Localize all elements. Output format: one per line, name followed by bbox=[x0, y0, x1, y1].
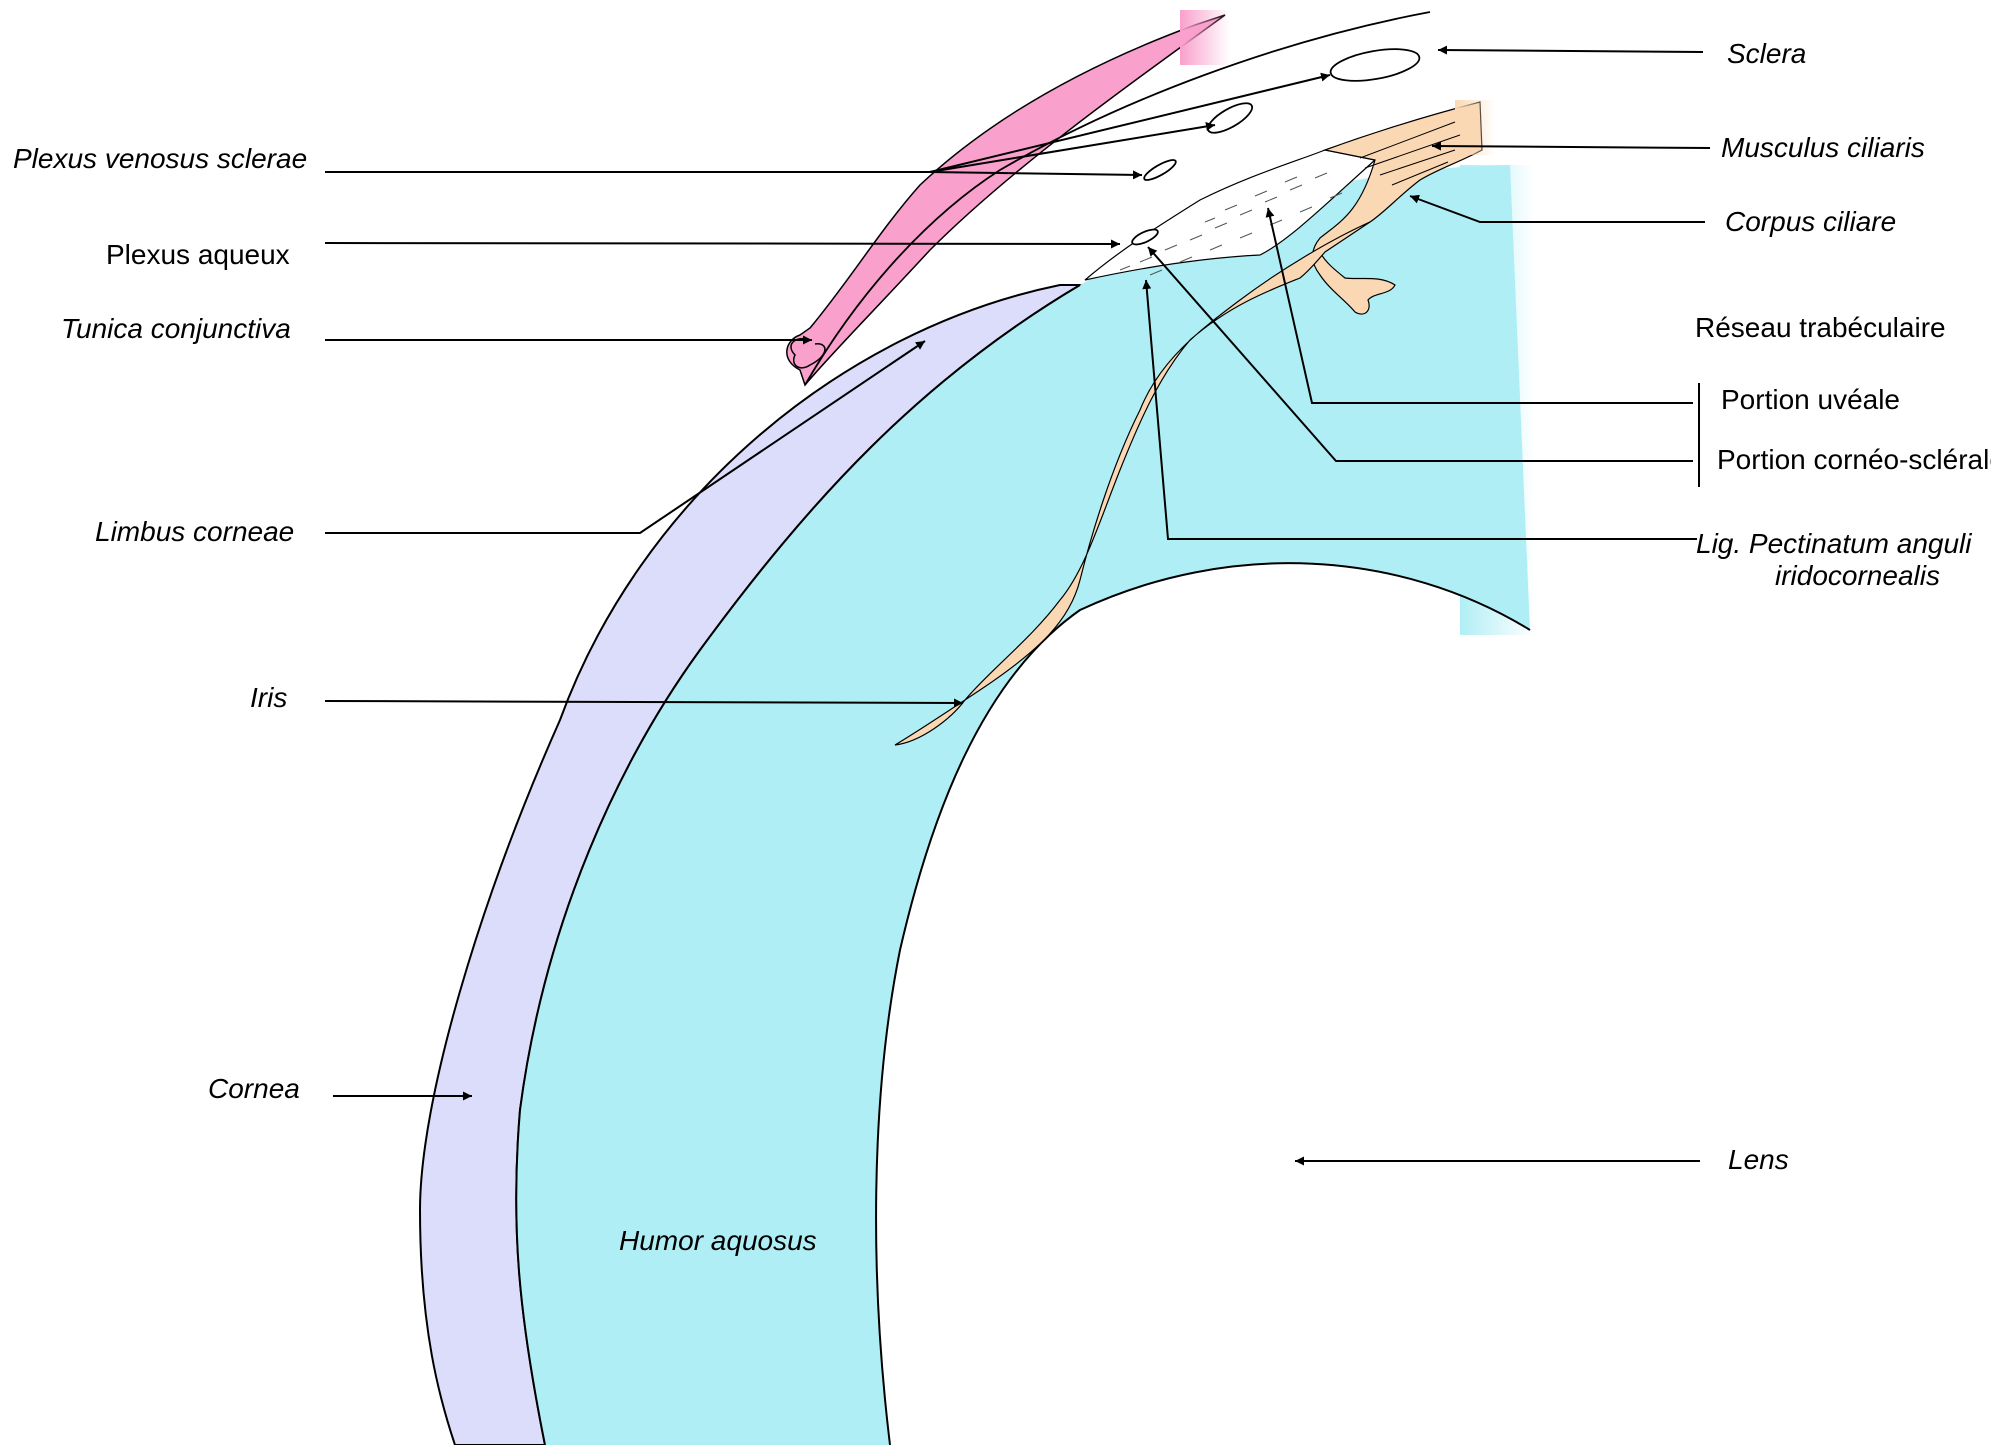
aqueous-humor-shape bbox=[516, 165, 1530, 1445]
label-humor-aquosus: Humor aquosus bbox=[619, 1225, 817, 1256]
label-portion-corneo-sclerale: Portion cornéo-sclérale bbox=[1717, 444, 1991, 475]
label-corpus-ciliare: Corpus ciliare bbox=[1725, 206, 1897, 237]
label-iris: Iris bbox=[250, 682, 288, 713]
label-cornea: Cornea bbox=[208, 1073, 300, 1104]
conjunctiva-loop bbox=[790, 338, 826, 369]
leader-sclera bbox=[1437, 45, 1704, 55]
trabecular-hatching bbox=[1119, 172, 1343, 276]
leader-portion-corneo-sclerale bbox=[1147, 246, 1693, 462]
label-musculus-ciliaris: Musculus ciliaris bbox=[1721, 132, 1925, 163]
label-tunica-conjunctiva: Tunica conjunctiva bbox=[61, 313, 291, 344]
venous-plexus-large bbox=[1329, 48, 1421, 82]
leader-limbus-corneae bbox=[325, 340, 926, 534]
label-limbus-corneae: Limbus corneae bbox=[95, 516, 295, 547]
aqueous-fade bbox=[1460, 165, 1535, 635]
leader-musculus-ciliaris bbox=[1431, 141, 1711, 151]
venous-plexus-small bbox=[1143, 159, 1177, 181]
leader-plexus-aqueux bbox=[324, 239, 1121, 249]
conjunctiva-shape bbox=[786, 14, 1226, 387]
leader-lines bbox=[324, 45, 1711, 1166]
conjunctiva-fade bbox=[1180, 10, 1230, 65]
label-plexus-aqueux: Plexus aqueux bbox=[106, 239, 290, 270]
muscle-striations bbox=[1359, 121, 1461, 186]
aqueous-plexus-shape bbox=[1131, 228, 1159, 246]
leader-plexus-venosus-1 bbox=[325, 72, 1331, 173]
sclera-outline bbox=[804, 11, 1431, 386]
cornea-inner-outline bbox=[515, 284, 1081, 1446]
label-plexus-venosus-sclerae: Plexus venosus sclerae bbox=[13, 143, 308, 174]
iris-shape bbox=[894, 221, 1371, 746]
leader-plexus-venosus-3 bbox=[929, 170, 1143, 180]
label-lig-pectinatum-line1: Lig. Pectinatum anguli bbox=[1696, 528, 1972, 559]
leader-lig-pectinatum bbox=[1142, 279, 1697, 540]
leader-portion-uveale bbox=[1265, 207, 1693, 404]
label-lens: Lens bbox=[1728, 1144, 1789, 1175]
lens-boundary bbox=[875, 562, 1531, 1446]
leader-iris bbox=[324, 698, 964, 708]
leader-plexus-venosus-2 bbox=[929, 122, 1216, 173]
label-sclera: Sclera bbox=[1727, 38, 1807, 69]
label-reseau-trabeculaire: Réseau trabéculaire bbox=[1695, 312, 1946, 343]
label-lig-pectinatum-line2: iridocornealis bbox=[1775, 560, 1940, 591]
leader-corpus-ciliare bbox=[1409, 194, 1705, 223]
label-portion-uveale: Portion uvéale bbox=[1721, 384, 1901, 415]
